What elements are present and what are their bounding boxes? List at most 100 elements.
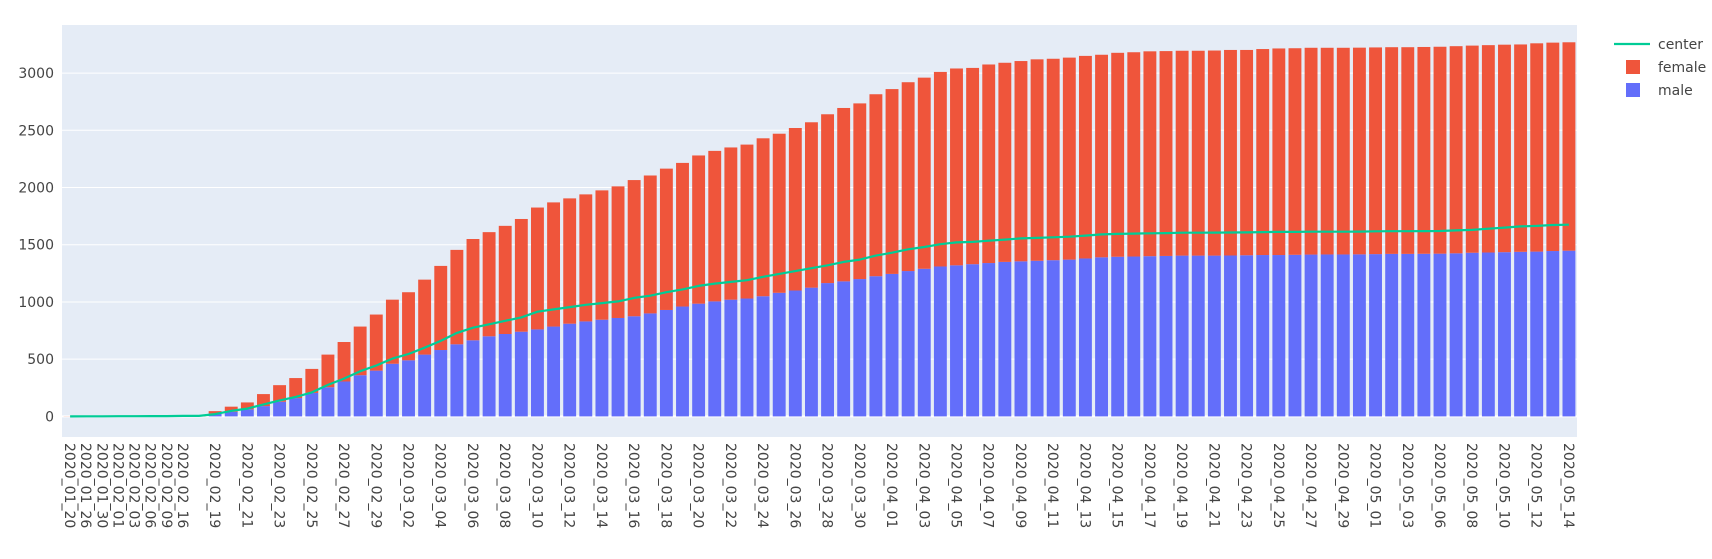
- bar-male: [1191, 255, 1205, 417]
- legend-item-male[interactable]: male: [1626, 83, 1693, 99]
- x-tick-label: 2020_04_23: [1238, 443, 1254, 528]
- bar-male: [966, 264, 980, 417]
- x-tick-label: 2020_05_14: [1560, 443, 1576, 528]
- bar-female: [708, 150, 722, 302]
- x-tick-label: 2020_04_01: [883, 443, 899, 528]
- bar-female: [547, 202, 561, 327]
- bar-female: [950, 68, 963, 266]
- bar-male: [998, 261, 1012, 417]
- bar-female: [1336, 47, 1350, 255]
- bar-male: [1256, 255, 1270, 417]
- bar-male: [788, 290, 802, 417]
- bar-male: [659, 309, 673, 417]
- x-tick-label: 2020_04_29: [1334, 443, 1350, 528]
- bar-male: [321, 387, 335, 417]
- legend-swatch-box: [1626, 83, 1640, 97]
- bar-female: [1288, 48, 1302, 255]
- bar-female: [1127, 52, 1141, 257]
- x-tick-label: 2020_03_08: [496, 443, 512, 528]
- bar-male: [1030, 260, 1044, 417]
- bar-female: [1449, 46, 1463, 254]
- bar-female: [224, 406, 238, 412]
- bar-male: [1272, 255, 1286, 417]
- bar-female: [1046, 58, 1060, 261]
- x-tick-label: 2020_03_16: [625, 443, 641, 528]
- bar-male: [498, 334, 512, 417]
- bar-male: [1433, 253, 1447, 417]
- bar-male: [772, 292, 786, 417]
- bar-male: [514, 331, 528, 417]
- bars: [63, 42, 1576, 417]
- bar-female: [917, 77, 931, 269]
- bar-female: [514, 218, 528, 332]
- bar-female: [821, 114, 835, 284]
- bar-female: [1530, 43, 1544, 252]
- bar-female: [1465, 45, 1479, 253]
- bar-male: [418, 354, 432, 417]
- bar-male: [917, 268, 931, 417]
- bar-male: [1175, 255, 1189, 417]
- bar-female: [740, 144, 754, 299]
- x-tick-label: 2020_03_06: [464, 443, 480, 528]
- bar-male: [1546, 251, 1560, 417]
- x-tick-label: 2020_03_14: [593, 443, 609, 528]
- bar-male: [676, 306, 689, 417]
- x-tick-label: 2020_04_03: [915, 443, 931, 528]
- y-tick-label: 0: [45, 409, 54, 425]
- bar-female: [466, 239, 480, 341]
- bar-male: [1207, 255, 1221, 417]
- bar-female: [692, 155, 706, 304]
- x-tick-label: 2020_03_10: [529, 443, 545, 528]
- bar-female: [1159, 51, 1173, 256]
- x-tick-label: 2020_04_15: [1109, 443, 1125, 528]
- x-tick-label: 2020_04_27: [1302, 443, 1318, 528]
- x-tick-label: 2020_03_20: [690, 443, 706, 528]
- legend-item-center[interactable]: center: [1614, 37, 1703, 53]
- legend-swatch-box: [1626, 60, 1640, 74]
- bar-female: [595, 190, 609, 320]
- bar-female: [273, 385, 287, 402]
- legend: center female male: [1614, 37, 1706, 99]
- x-tick-label: 2020_03_12: [561, 443, 577, 528]
- bar-male: [1352, 254, 1366, 417]
- bar-female: [998, 62, 1012, 262]
- x-tick-label: 2020_04_13: [1076, 443, 1092, 528]
- x-tick-label: 2020_04_17: [1141, 443, 1157, 528]
- bar-female: [1224, 49, 1237, 256]
- bar-female: [305, 368, 319, 393]
- bar-female: [643, 175, 657, 314]
- legend-item-female[interactable]: female: [1626, 60, 1706, 76]
- bar-female: [498, 225, 512, 334]
- bar-female: [402, 292, 415, 361]
- bar-female: [337, 342, 351, 382]
- bar-male: [466, 340, 480, 417]
- bar-female: [611, 186, 625, 318]
- bar-male: [224, 411, 238, 417]
- bar-female: [659, 168, 673, 310]
- bar-male: [950, 265, 963, 417]
- x-tick-label: 2020_04_09: [1012, 443, 1028, 528]
- bar-male: [337, 381, 351, 417]
- bar-female: [1417, 46, 1431, 254]
- bar-male: [482, 336, 496, 417]
- bar-female: [1207, 50, 1221, 256]
- bar-male: [804, 287, 818, 417]
- bar-female: [369, 314, 383, 371]
- bar-male: [692, 303, 706, 417]
- bar-male: [1562, 250, 1576, 417]
- y-axis: 0 500 1000 1500 2000 2500 3000: [18, 66, 54, 425]
- bar-male: [1465, 252, 1479, 417]
- bar-male: [273, 401, 287, 417]
- bar-female: [1191, 50, 1205, 256]
- bar-male: [1127, 256, 1141, 417]
- bar-male: [1401, 253, 1415, 417]
- bar-female: [321, 354, 335, 388]
- bar-female: [901, 82, 915, 272]
- x-tick-label: 2020_01_30: [93, 443, 109, 528]
- bar-female: [1175, 50, 1189, 256]
- x-tick-label: 2020_02_27: [335, 443, 351, 528]
- bar-female: [1240, 49, 1254, 256]
- bar-male: [353, 375, 367, 417]
- bar-female: [434, 265, 448, 351]
